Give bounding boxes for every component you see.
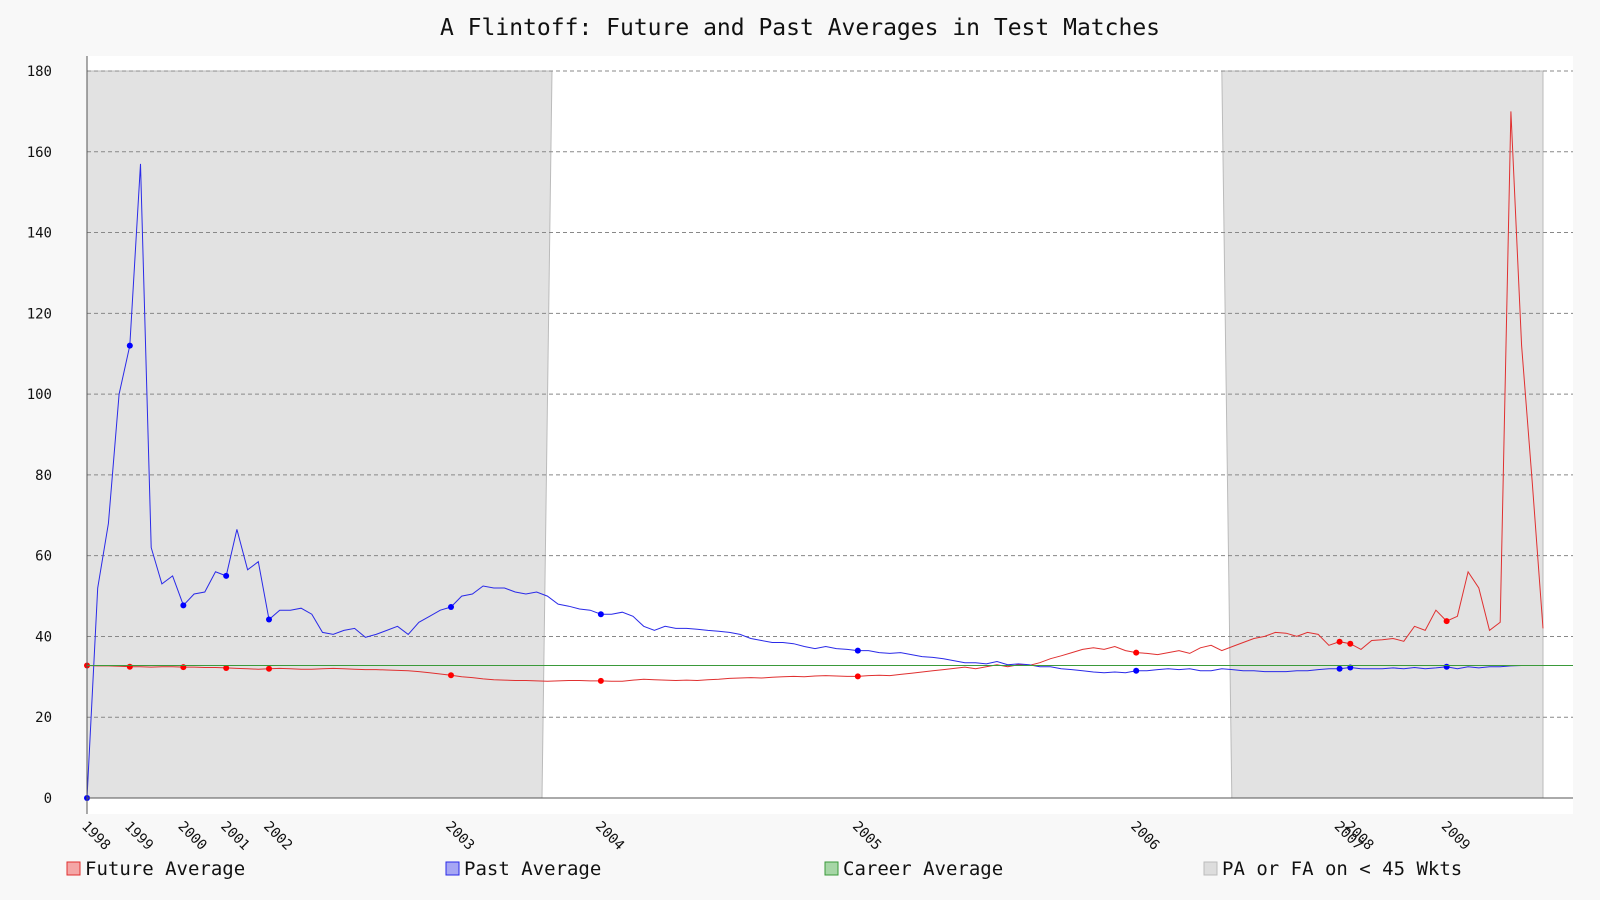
- low-wicket-regions: [86, 70, 1544, 799]
- chart-title: A Flintoff: Future and Past Averages in …: [440, 15, 1160, 41]
- data-point: [223, 664, 230, 671]
- data-point: [1443, 663, 1450, 670]
- data-point: [854, 647, 861, 654]
- series-lines: [84, 111, 1573, 801]
- y-tick-label: 60: [35, 549, 52, 565]
- data-point: [854, 673, 861, 680]
- x-tick-label: 2002: [260, 819, 295, 854]
- x-tick-label: 1998: [78, 819, 113, 854]
- data-point: [448, 672, 454, 679]
- axes: [86, 56, 1573, 814]
- legend-swatch: [1203, 861, 1218, 876]
- low-wicket-region: [86, 70, 553, 799]
- x-tick-label: 2004: [592, 819, 627, 854]
- data-point: [597, 611, 604, 618]
- x-tick-label: 2009: [1438, 819, 1473, 854]
- legend-swatch: [445, 861, 460, 876]
- x-tick-label: 2001: [217, 819, 252, 854]
- data-point: [126, 663, 133, 670]
- y-tick-label: 180: [27, 64, 52, 80]
- y-tick-label: 140: [27, 226, 52, 242]
- data-point: [1133, 649, 1140, 656]
- data-point: [1347, 640, 1354, 647]
- x-tick-label: 2005: [849, 819, 884, 854]
- x-tick-label: 1999: [121, 819, 156, 854]
- legend-label: Past Average: [464, 858, 601, 880]
- x-tick-labels: 1998 1999 2000 2001 2002 2003 2004 2005 2006 2007…: [78, 819, 1473, 854]
- legend-swatch: [824, 861, 839, 876]
- data-point: [1133, 667, 1140, 674]
- y-tick-label: 160: [27, 145, 52, 161]
- legend-label: PA or FA on < 45 Wkts: [1222, 858, 1462, 880]
- data-point: [597, 677, 604, 684]
- legend-label: Career Average: [843, 858, 1003, 880]
- x-tick-label: 2006: [1127, 819, 1162, 854]
- data-point: [1443, 618, 1450, 625]
- data-point: [1336, 665, 1343, 672]
- x-tick-label: 2003: [442, 819, 477, 854]
- data-point: [223, 572, 230, 579]
- series-line: [86, 111, 1544, 682]
- legend-swatch: [66, 861, 81, 876]
- data-point: [266, 616, 272, 623]
- series-line: [86, 163, 1522, 799]
- y-tick-label: 80: [35, 468, 52, 484]
- data-point: [266, 665, 272, 672]
- data-point: [126, 342, 133, 349]
- y-tick-label: 40: [35, 629, 52, 645]
- y-tick-label: 100: [27, 387, 52, 403]
- data-point: [180, 602, 187, 609]
- legend: Future Average Past Average Career Average…: [66, 858, 1462, 880]
- y-tick-label: 20: [35, 710, 52, 726]
- legend-label: Future Average: [85, 858, 245, 880]
- low-wicket-region: [1221, 70, 1544, 799]
- y-tick-label: 0: [44, 791, 52, 807]
- y-tick-label: 120: [27, 306, 52, 322]
- data-point: [1347, 664, 1354, 671]
- data-point: [448, 603, 454, 610]
- data-point: [1336, 638, 1343, 645]
- x-tick-label: 2000: [175, 819, 210, 854]
